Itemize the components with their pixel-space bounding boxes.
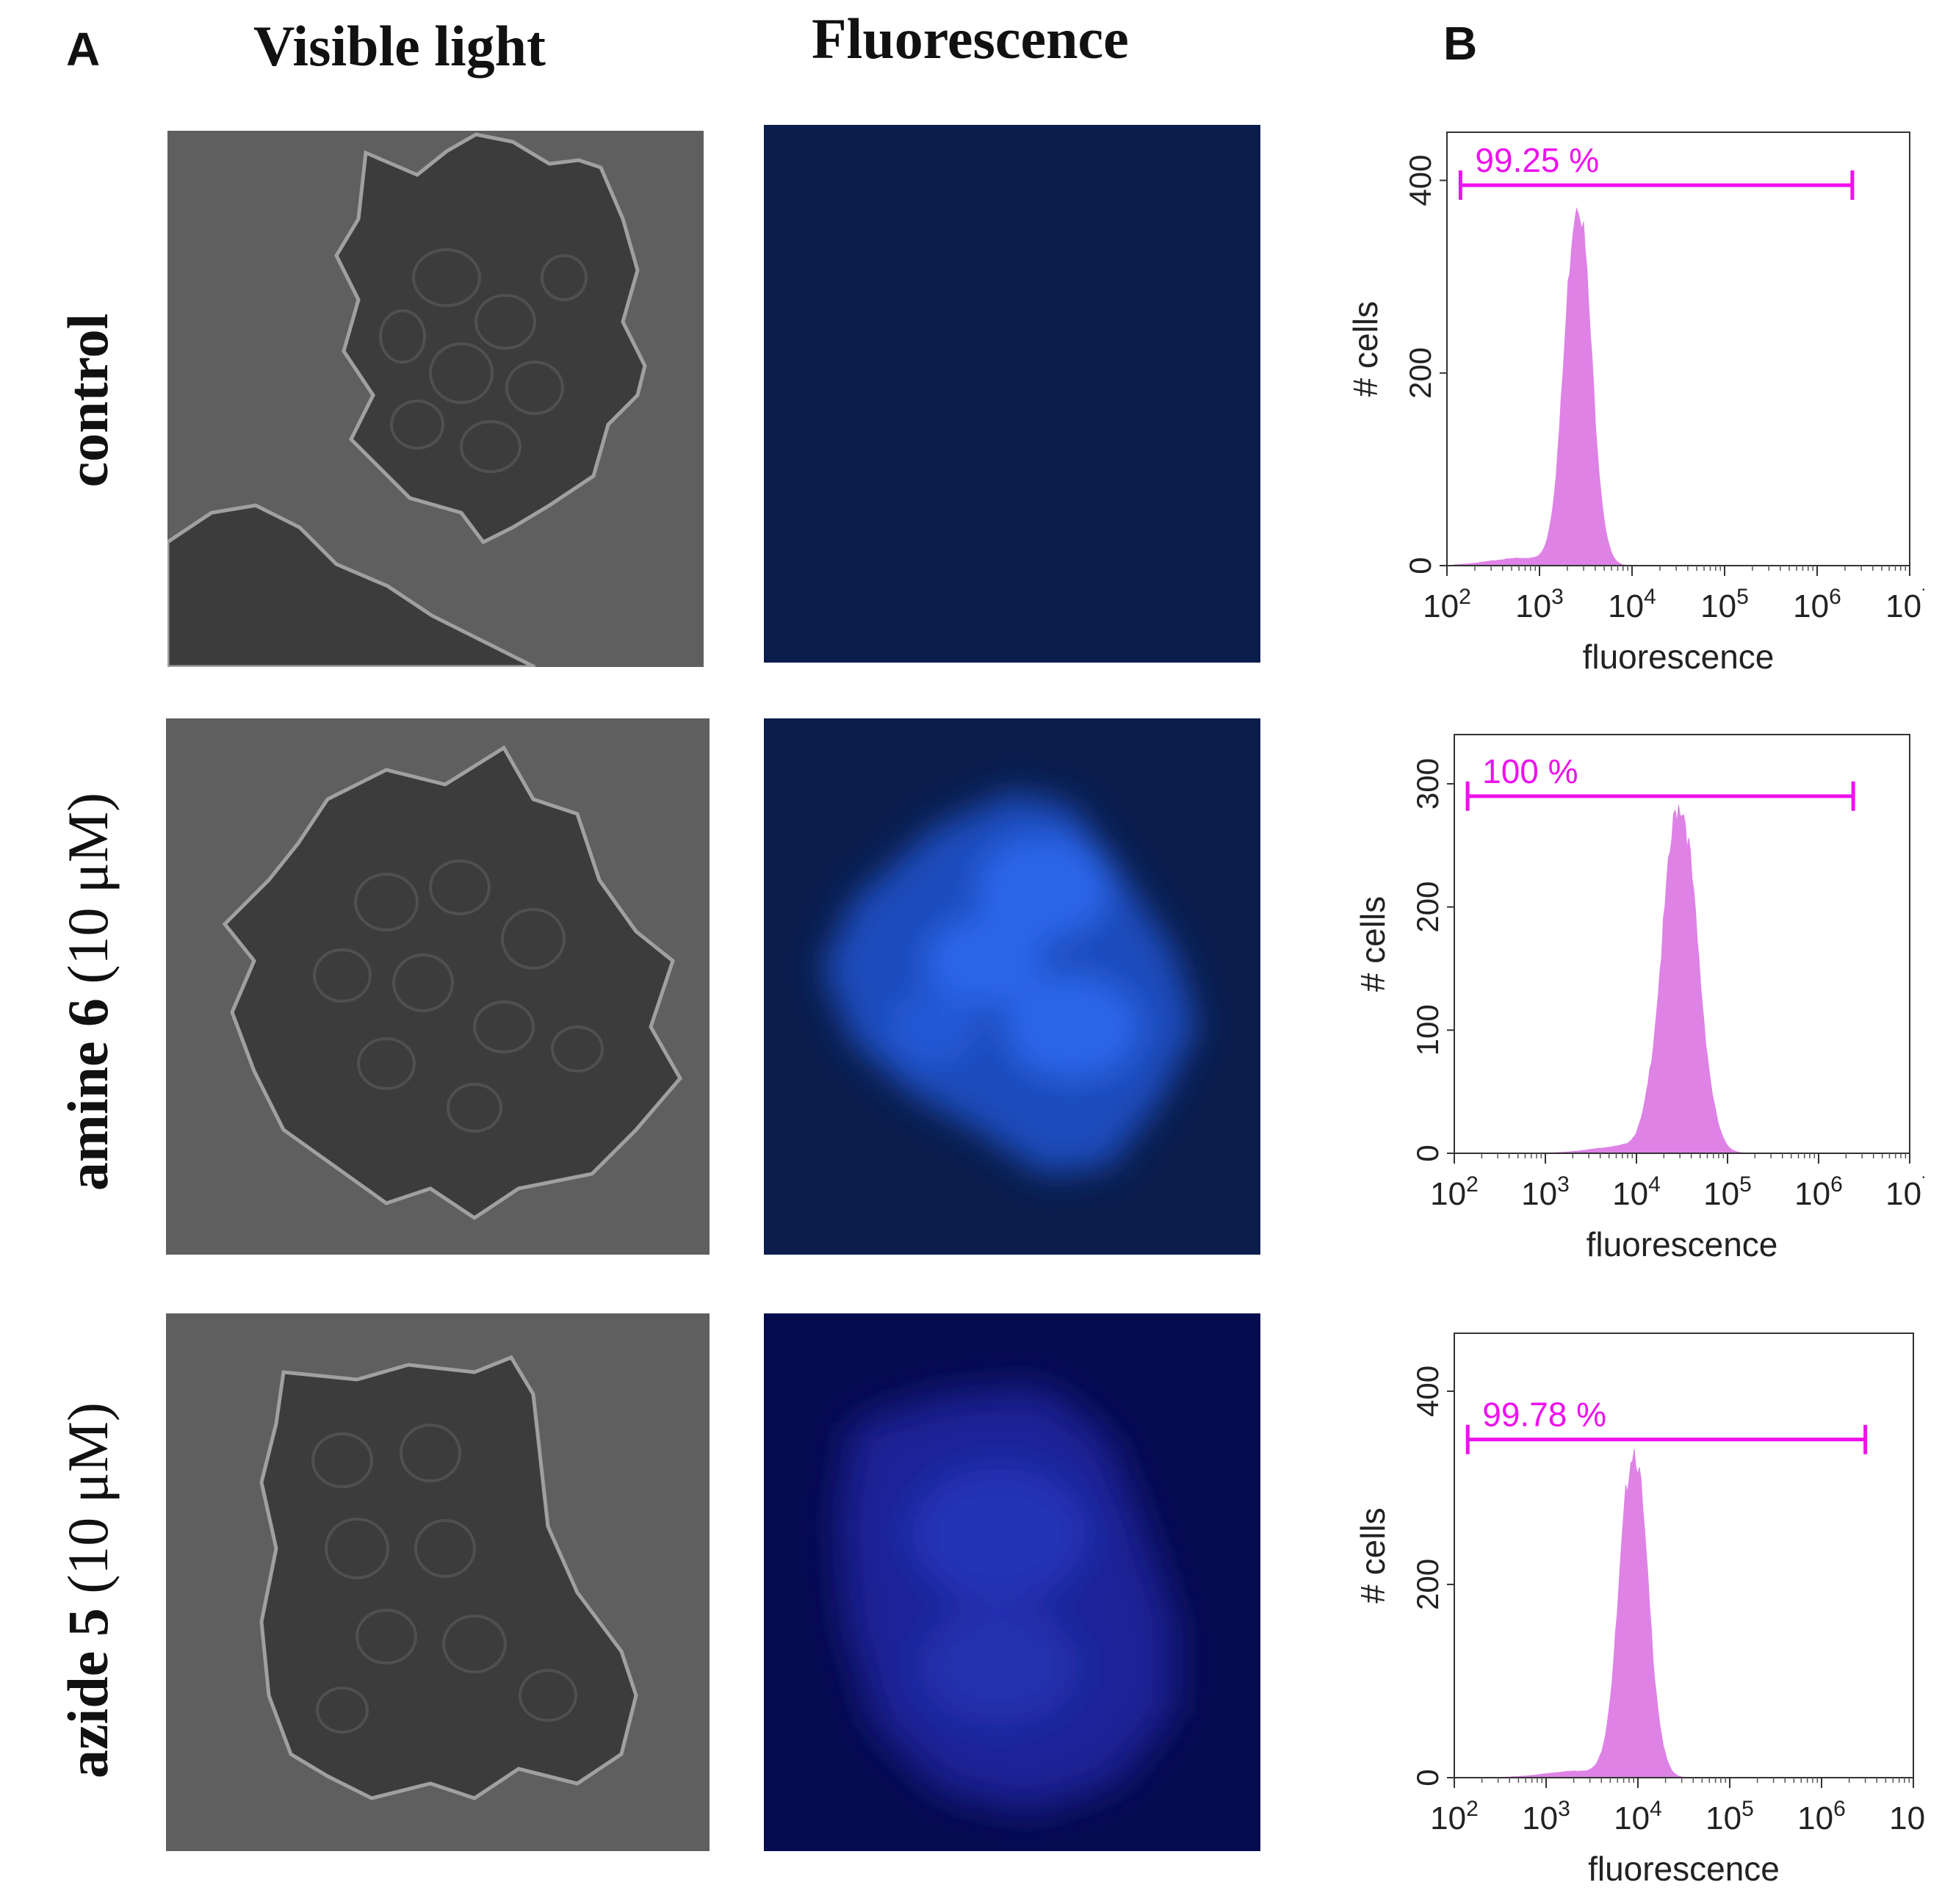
micrograph-visible-azide	[166, 1313, 710, 1851]
x-tick-label: 104	[1612, 1172, 1661, 1212]
x-tick-label: 106	[1793, 585, 1841, 624]
histogram-area	[1454, 206, 1903, 566]
y-tick-label: 200	[1403, 347, 1437, 399]
gate-label: 100 %	[1482, 752, 1578, 790]
micrograph-fluorescence-control	[764, 125, 1260, 663]
y-axis-label: # cells	[1346, 301, 1385, 397]
plot-frame	[1454, 734, 1910, 1154]
x-tick-label: 106	[1797, 1797, 1846, 1836]
micrograph-fluorescence-amine	[764, 718, 1260, 1255]
y-tick-label: 100	[1410, 1004, 1445, 1056]
plot-frame	[1454, 1333, 1914, 1778]
y-tick-label: 0	[1410, 1144, 1445, 1161]
gate-label: 99.78 %	[1482, 1396, 1606, 1434]
row-label-control: control	[56, 313, 120, 488]
panel-label-a: A	[66, 23, 101, 76]
x-tick-label: 103	[1521, 1172, 1570, 1212]
x-axis-label: fluorescence	[1583, 638, 1775, 676]
micrograph-visible-control	[167, 131, 704, 667]
x-tick-label: 102	[1430, 1172, 1479, 1212]
x-tick-label: 106	[1794, 1172, 1843, 1212]
x-tick-label: 103	[1522, 1797, 1570, 1836]
x-tick-label: 104	[1614, 1797, 1662, 1836]
histogram-area	[1461, 1449, 1907, 1778]
x-tick-label: 107	[1885, 585, 1924, 624]
histogram-control: 0 200 400 102 103 104 105 106 107 fluorescence # c…	[1322, 110, 1924, 690]
y-axis-label: # cells	[1354, 896, 1392, 992]
x-tick-label: 107	[1889, 1797, 1924, 1836]
x-tick-label: 107	[1885, 1172, 1924, 1212]
x-tick-label: 105	[1700, 585, 1749, 624]
y-tick-label: 300	[1410, 758, 1445, 809]
y-tick-label: 200	[1410, 881, 1445, 933]
x-tick-label: 102	[1430, 1797, 1479, 1836]
column-title-fluorescence: Fluorescence	[812, 7, 1129, 71]
y-tick-label: 0	[1410, 1769, 1445, 1786]
histogram-azide: 0 200 400 102 103 104 105 106 107 fluorescence # c…	[1322, 1315, 1924, 1903]
row-label-amine: amine 6 (10 μM)	[56, 792, 120, 1191]
y-tick-label: 400	[1410, 1366, 1445, 1417]
y-axis-label: # cells	[1354, 1507, 1392, 1603]
x-tick-label: 103	[1515, 585, 1564, 624]
y-tick-label: 200	[1410, 1559, 1445, 1610]
x-tick-label: 102	[1423, 585, 1471, 624]
micrograph-visible-amine	[166, 718, 710, 1255]
column-title-visible: Visible light	[253, 14, 546, 78]
x-axis-label: fluorescence	[1587, 1225, 1778, 1263]
x-tick-label: 104	[1608, 585, 1656, 624]
gate-label: 99.25 %	[1475, 141, 1599, 179]
y-tick-label: 400	[1403, 155, 1437, 206]
micrograph-fluorescence-azide	[764, 1313, 1260, 1851]
x-axis-label: fluorescence	[1588, 1850, 1780, 1888]
x-tick-label: 105	[1705, 1797, 1754, 1836]
histogram-amine: 0 100 200 300 102 103 104 105 106 107 fluorescence…	[1322, 713, 1924, 1278]
y-tick-label: 0	[1403, 557, 1437, 574]
histogram-area	[1461, 805, 1903, 1154]
plot-frame	[1446, 131, 1910, 566]
x-tick-label: 105	[1703, 1172, 1752, 1212]
row-label-azide: azide 5 (10 μM)	[56, 1402, 120, 1778]
panel-label-b: B	[1443, 17, 1478, 70]
